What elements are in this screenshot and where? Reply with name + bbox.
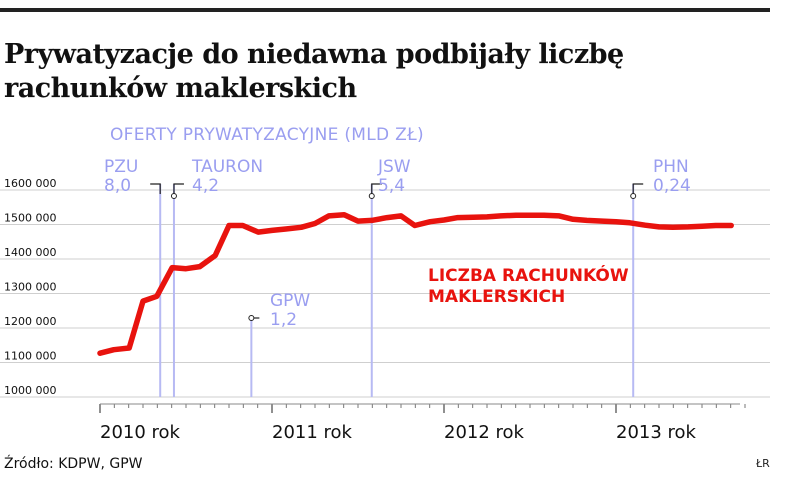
x-tick-label: 2010 rok	[100, 422, 181, 443]
offer-bracket	[371, 183, 382, 194]
offers-label: OFERTY PRYWATYZACYJNE (MLD ZŁ)	[110, 125, 424, 145]
y-axis-labels: 1000 000 1100 000 1200 000 1300 000 1400 000…	[4, 177, 57, 397]
source-note: Źródło: KDPW, GPW	[4, 456, 143, 472]
x-axis: 2010 rok 2011 rok 2012 rok 2013 rok	[99, 403, 746, 443]
offer-marker	[170, 193, 177, 199]
offer-name: TAURON	[191, 157, 263, 177]
offer-value: 4,2	[192, 176, 219, 196]
chart-title: Prywatyzacje do niedawna podbijały liczb…	[4, 39, 624, 104]
y-tick-label: 1300 000	[4, 281, 57, 294]
offer-marker	[368, 193, 375, 199]
offer-bracket	[632, 183, 644, 194]
offer-value: 1,2	[270, 310, 297, 330]
author-credit: ŁR	[756, 457, 770, 470]
offer-name: PZU	[104, 157, 138, 177]
y-tick-label: 1600 000	[4, 177, 57, 190]
y-tick-label: 1400 000	[4, 246, 57, 259]
offer-value: 8,0	[104, 176, 131, 196]
offer-bracket	[173, 183, 184, 194]
offer-name: GPW	[270, 291, 310, 311]
y-tick-label: 1000 000	[4, 384, 57, 397]
offer-value: 5,4	[378, 176, 405, 196]
series-label-line: MAKLERSKICH	[428, 287, 565, 307]
offer-name: PHN	[653, 157, 689, 177]
offer-bracket	[150, 183, 161, 194]
offer-marker	[248, 315, 255, 321]
series-line	[97, 212, 734, 356]
y-tick-label: 1100 000	[4, 350, 57, 363]
y-tick-label: 1200 000	[4, 315, 57, 328]
grid-lines	[0, 189, 770, 398]
offer-value: 0,24	[653, 176, 691, 196]
top-rule	[0, 8, 770, 12]
x-tick-label: 2011 rok	[272, 422, 353, 443]
offer-name: JSW	[377, 157, 411, 177]
series-label-line: LICZBA RACHUNKÓW	[428, 264, 629, 286]
series-path	[97, 212, 734, 356]
x-tick-label: 2013 rok	[616, 422, 697, 443]
y-tick-label: 1500 000	[4, 212, 57, 225]
x-tick-label: 2012 rok	[444, 422, 525, 443]
offer-marker	[630, 193, 637, 199]
